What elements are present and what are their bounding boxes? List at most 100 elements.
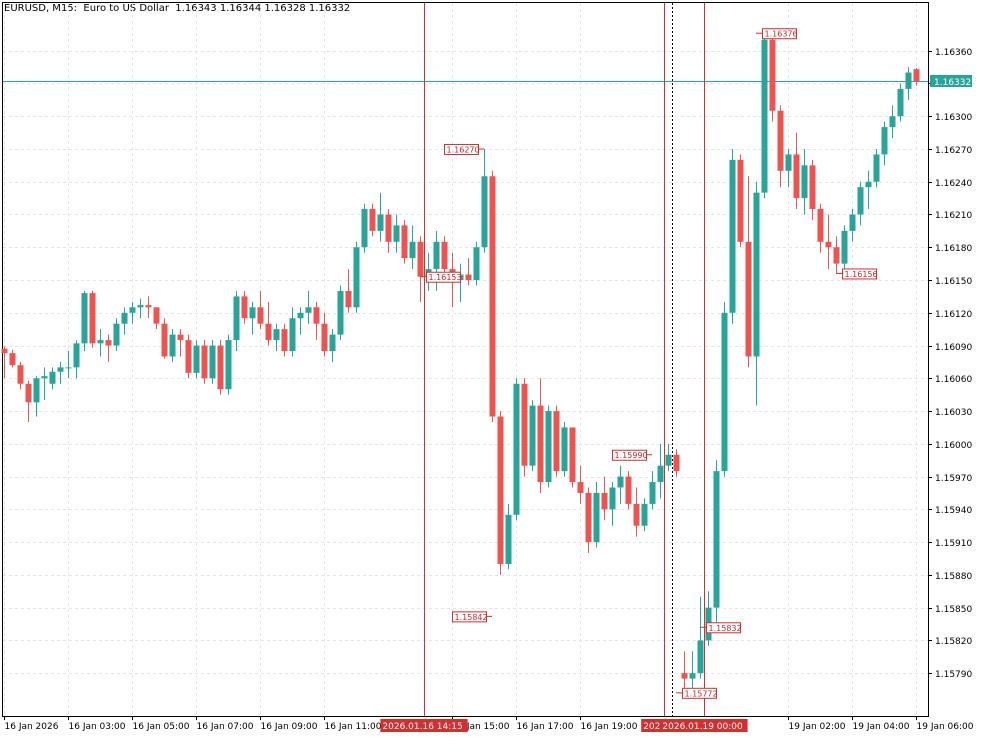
candle-bull[interactable] (353, 247, 360, 308)
candle-bull[interactable] (889, 116, 896, 128)
candle-bear[interactable] (153, 307, 160, 324)
candle-bear[interactable] (553, 411, 560, 472)
candle-bear[interactable] (625, 476, 632, 504)
candle-bull[interactable] (689, 673, 696, 679)
candle-bull[interactable] (697, 640, 704, 674)
candle-bull[interactable] (473, 247, 480, 281)
candle-bear[interactable] (489, 176, 496, 417)
candle-bull[interactable] (409, 241, 416, 259)
candle-bull[interactable] (209, 345, 216, 379)
candle-bear[interactable] (681, 673, 688, 679)
candle-bull[interactable] (897, 88, 904, 117)
candle-bear[interactable] (185, 340, 192, 373)
candle-bull[interactable] (273, 329, 280, 341)
candle-bull[interactable] (641, 503, 648, 526)
candle-bear[interactable] (465, 274, 472, 281)
candle-bear[interactable] (585, 492, 592, 543)
candle-bull[interactable] (297, 312, 304, 319)
candle-bull[interactable] (785, 154, 792, 171)
candle-bear[interactable] (745, 241, 752, 357)
candle-bull[interactable] (249, 307, 256, 319)
candle-bear[interactable] (817, 209, 824, 242)
candle-bull[interactable] (841, 230, 848, 264)
candle-bull[interactable] (169, 334, 176, 357)
candle-bear[interactable] (569, 427, 576, 483)
candle-bear[interactable] (265, 323, 272, 341)
candle-bull[interactable] (233, 296, 240, 341)
candle-bear[interactable] (161, 323, 168, 357)
candle-bull[interactable] (801, 165, 808, 199)
candle-bull[interactable] (81, 293, 88, 344)
candle-bull[interactable] (761, 39, 768, 193)
candle-bull[interactable] (649, 482, 656, 504)
candle-bull[interactable] (657, 465, 664, 483)
candle-bear[interactable] (313, 307, 320, 324)
candle-bear[interactable] (345, 290, 352, 308)
candle-bull[interactable] (193, 345, 200, 373)
candle-bear[interactable] (601, 492, 608, 510)
candle-bear[interactable] (769, 39, 776, 111)
candle-bear[interactable] (913, 69, 920, 82)
candle-bear[interactable] (793, 154, 800, 199)
candle-bull[interactable] (665, 454, 672, 466)
candle-bull[interactable] (865, 181, 872, 188)
candle-bull[interactable] (481, 176, 488, 248)
candle-bull[interactable] (505, 514, 512, 564)
candle-bear[interactable] (497, 416, 504, 564)
candle-bear[interactable] (257, 307, 264, 324)
candle-bull[interactable] (593, 492, 600, 543)
candle-bull[interactable] (225, 340, 232, 390)
candle-bear[interactable] (537, 405, 544, 483)
candle-bear[interactable] (89, 293, 96, 344)
candle-bear[interactable] (401, 225, 408, 259)
candle-bear[interactable] (673, 454, 680, 472)
candle-bull[interactable] (41, 376, 48, 379)
candle-bear[interactable] (417, 241, 424, 277)
candle-bull[interactable] (113, 323, 120, 346)
candle-bear[interactable] (521, 383, 528, 466)
candle-bear[interactable] (369, 209, 376, 231)
candle-bull[interactable] (393, 225, 400, 242)
candle-bear[interactable] (17, 365, 24, 384)
candle-bear[interactable] (217, 345, 224, 390)
candle-bull[interactable] (137, 305, 144, 308)
candle-bull[interactable] (337, 290, 344, 335)
candle-bear[interactable] (825, 241, 832, 248)
candle-bull[interactable] (57, 367, 64, 372)
candle-bull[interactable] (753, 192, 760, 357)
candle-bear[interactable] (385, 214, 392, 242)
candle-bull[interactable] (905, 72, 912, 89)
candle-bull[interactable] (121, 312, 128, 324)
candle-bull[interactable] (529, 405, 536, 466)
candle-bull[interactable] (65, 367, 72, 369)
candle-bear[interactable] (145, 305, 152, 308)
candle-bear[interactable] (577, 482, 584, 493)
candle-bear[interactable] (201, 345, 208, 379)
candle-bull[interactable] (545, 411, 552, 483)
candle-bear[interactable] (1, 348, 8, 354)
candle-bear[interactable] (25, 383, 32, 403)
candle-bear[interactable] (777, 110, 784, 171)
candle-bear[interactable] (833, 247, 840, 264)
candle-bull[interactable] (721, 312, 728, 472)
candle-bear[interactable] (321, 323, 328, 351)
candle-bull[interactable] (129, 307, 136, 313)
candle-bull[interactable] (857, 187, 864, 215)
candle-bear[interactable] (441, 241, 448, 270)
candle-bull[interactable] (329, 334, 336, 351)
candle-bear[interactable] (9, 353, 16, 366)
candle-bear[interactable] (177, 334, 184, 341)
candle-bear[interactable] (241, 296, 248, 319)
candle-bull[interactable] (713, 471, 720, 608)
candle-bull[interactable] (513, 383, 520, 515)
candle-bear[interactable] (281, 329, 288, 351)
candle-bear[interactable] (633, 503, 640, 526)
candle-bull[interactable] (433, 241, 440, 270)
candle-bull[interactable] (361, 209, 368, 248)
candle-bull[interactable] (561, 427, 568, 472)
candle-bull[interactable] (729, 159, 736, 313)
candle-bull[interactable] (49, 371, 56, 384)
candle-bear[interactable] (105, 340, 112, 346)
candle-bull[interactable] (305, 307, 312, 313)
